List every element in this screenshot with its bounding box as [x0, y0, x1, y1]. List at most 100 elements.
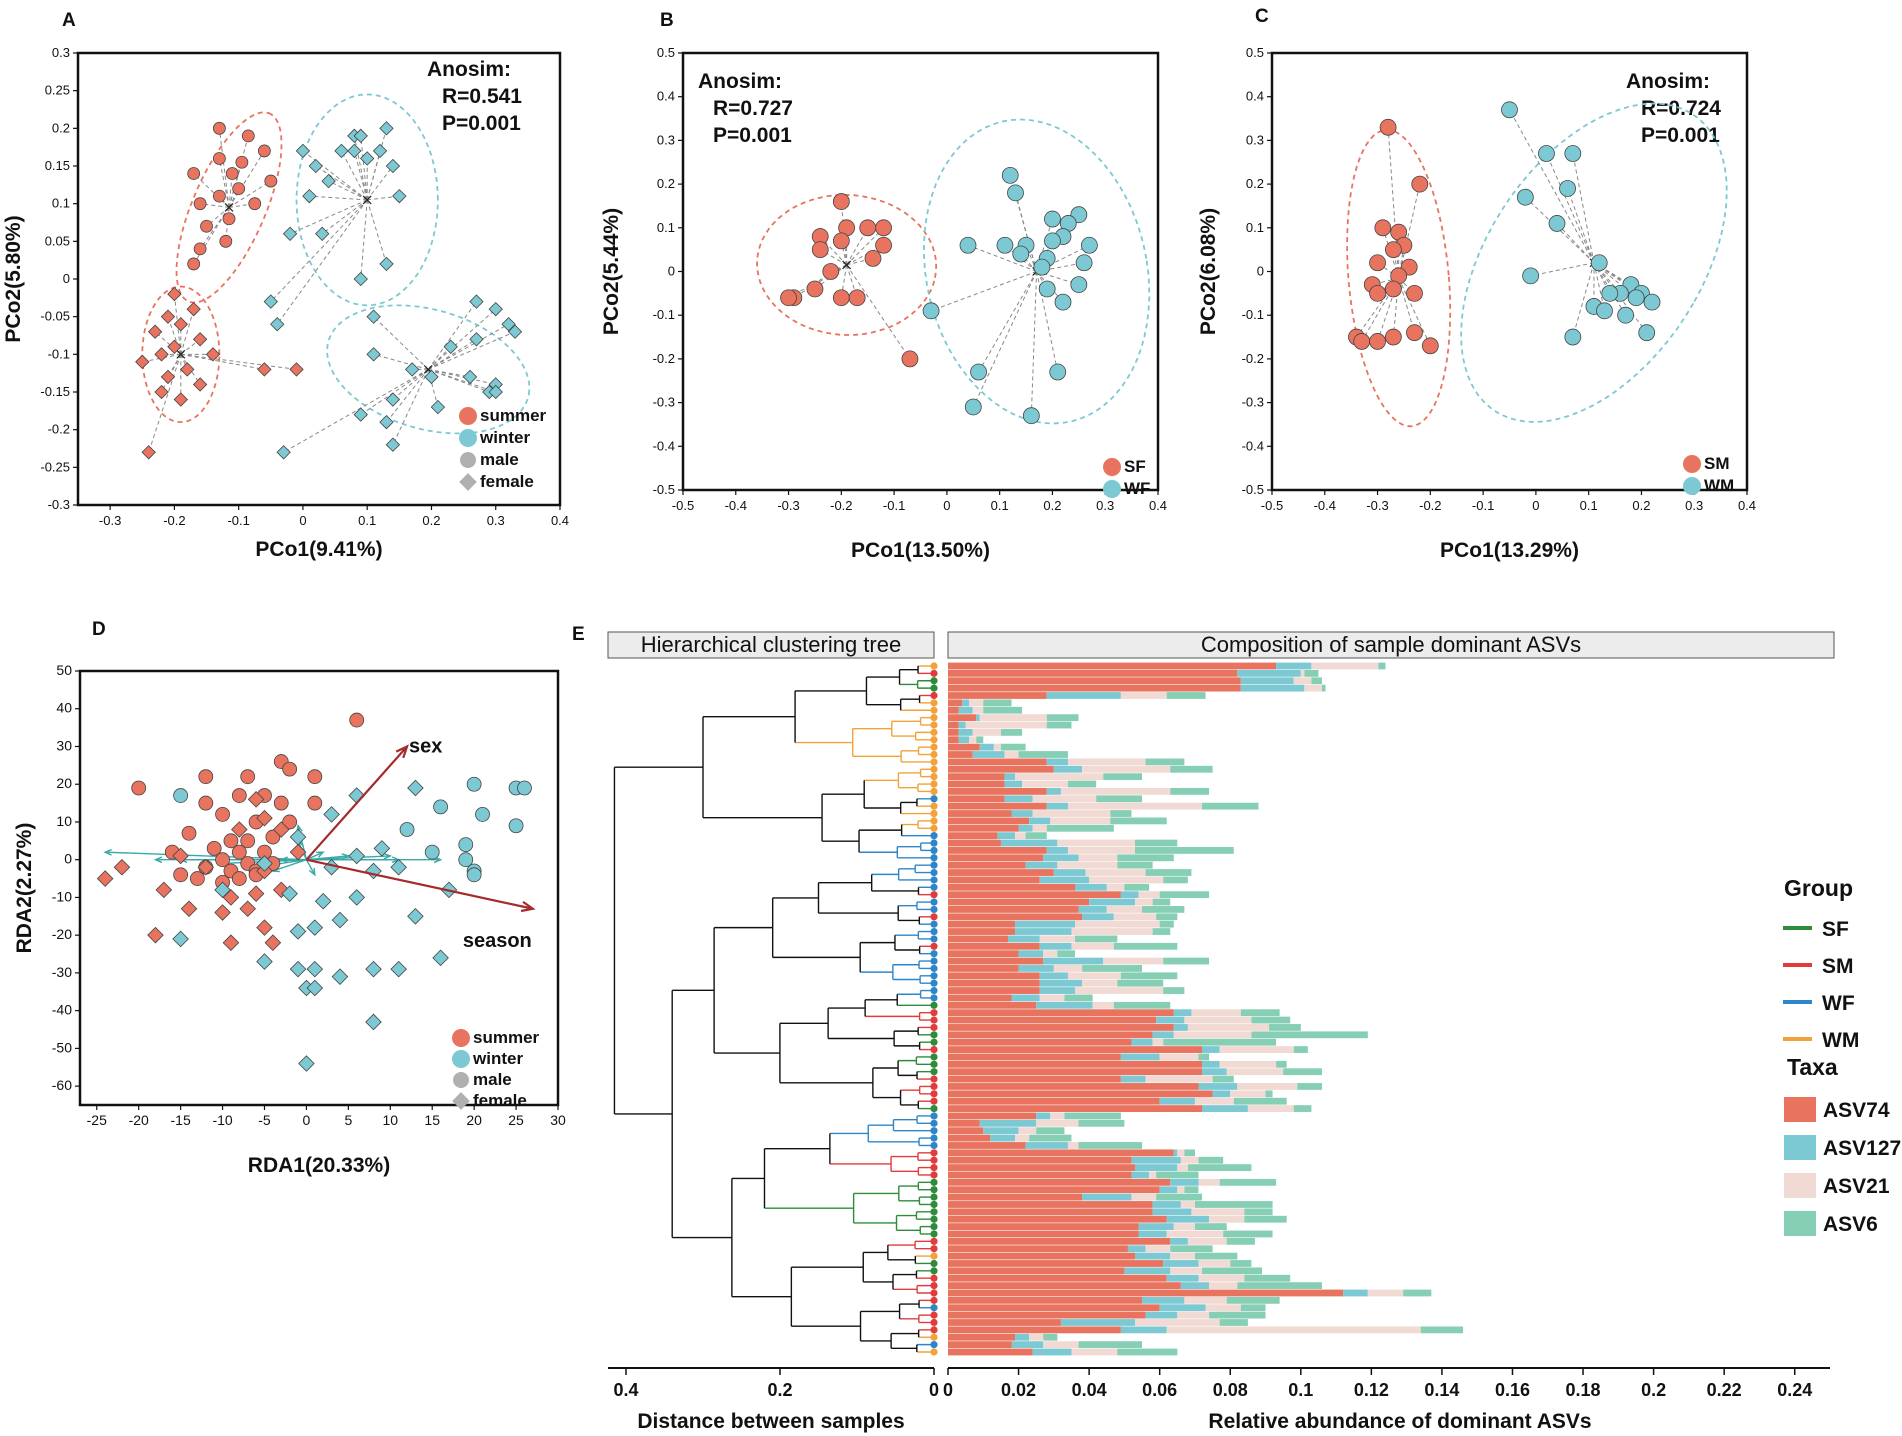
spider-line	[427, 338, 477, 370]
bar-segment-asv6	[1152, 928, 1171, 935]
y-tick-label: 0.1	[657, 220, 675, 235]
y-tick-label: -20	[52, 926, 72, 942]
sample-group-dot	[930, 1171, 938, 1179]
bar-segment-asv6	[1134, 839, 1178, 847]
data-point	[466, 867, 482, 883]
bar-segment-asv21	[1078, 854, 1118, 862]
bar-segment-asv6	[1209, 1311, 1266, 1319]
sample-group-dot	[930, 1274, 938, 1282]
bar-segment-asv127	[1039, 876, 1090, 884]
environment-vector	[305, 745, 408, 861]
sample-group-dot	[930, 942, 938, 950]
legend-marker	[1103, 458, 1121, 476]
data-point	[1369, 254, 1386, 272]
sample-group-dot	[930, 1068, 938, 1076]
sample-group-dot	[930, 1341, 938, 1349]
bar-segment-asv127	[1053, 765, 1083, 773]
data-point	[222, 212, 236, 226]
anosim-annotation: P=0.001	[442, 112, 521, 135]
spider-line	[846, 227, 884, 266]
tree-title: Hierarchical clustering tree	[641, 632, 901, 657]
bar-segment-asv21	[1071, 928, 1153, 935]
bar-segment-asv21	[972, 728, 1001, 736]
bar-segment-asv74	[948, 906, 1079, 913]
data-point	[1501, 101, 1518, 119]
data-point	[347, 143, 362, 159]
spider-line	[428, 331, 516, 370]
spider-line	[1572, 153, 1595, 263]
bar-segment-asv21	[1159, 1053, 1199, 1061]
bar-segment-asv127	[1046, 787, 1061, 795]
bar-segment-asv74	[948, 1083, 1199, 1090]
x-tick-label: 0	[299, 513, 306, 528]
x-tick-label: 30	[550, 1112, 566, 1128]
bar-segment-asv74	[948, 1193, 1083, 1201]
data-point	[215, 852, 230, 868]
bar-segment-asv127	[983, 1127, 1019, 1135]
sample-group-dot	[930, 1245, 938, 1253]
data-point	[385, 392, 401, 407]
bar-segment-asv127	[1015, 920, 1076, 928]
bar-segment-asv74	[948, 787, 1047, 795]
spider-line	[180, 308, 195, 355]
bar-segment-asv127	[1131, 1171, 1150, 1179]
bar-segment-asv74	[948, 1142, 1026, 1149]
sample-group-dot	[930, 964, 938, 973]
bar-segment-asv6	[1043, 1333, 1058, 1341]
bar-segment-asv74	[948, 677, 1241, 685]
data-point	[379, 256, 394, 272]
sample-group-dot	[930, 1156, 938, 1164]
bar-segment-asv127	[1159, 1097, 1195, 1105]
bar-segment-asv6	[1265, 1090, 1273, 1098]
bar-segment-asv6	[1117, 861, 1153, 869]
bar-segment-asv21	[1247, 1105, 1294, 1112]
data-point	[205, 347, 221, 362]
data-point	[198, 795, 214, 811]
data-point	[256, 919, 273, 936]
data-point	[154, 347, 169, 362]
bar-segment-asv74	[948, 706, 959, 714]
data-point	[1033, 258, 1051, 276]
group-ellipse	[141, 285, 221, 424]
bar-segment-asv21	[1194, 1097, 1234, 1105]
data-point	[295, 143, 311, 159]
bar-segment-asv21	[1082, 765, 1171, 773]
data-point	[323, 806, 340, 823]
bar-segment-asv21	[1170, 1252, 1195, 1260]
x-axis-label: PCo1(13.29%)	[1440, 539, 1579, 562]
bar-segment-asv21	[965, 721, 1047, 729]
spider-line	[276, 199, 368, 325]
spider-line	[353, 150, 368, 201]
sample-group-dot	[930, 1031, 938, 1039]
sample-group-dot	[930, 1178, 938, 1186]
bar-segment-asv127	[1120, 891, 1139, 899]
x-tick-label: -0.2	[163, 513, 185, 528]
legend-marker	[460, 452, 476, 468]
data-point	[273, 795, 289, 811]
bar-segment-asv6	[1078, 1341, 1143, 1349]
data-point	[1001, 166, 1019, 184]
bar-segment-asv6	[1078, 1142, 1143, 1149]
data-point	[1038, 280, 1056, 298]
y-tick-label: -0.25	[40, 459, 70, 474]
bar-segment-asv21	[1177, 1149, 1185, 1157]
y-tick-label: 0.5	[1246, 45, 1264, 60]
bar-segment-asv6	[1096, 795, 1143, 803]
bar-segment-asv6	[1046, 714, 1079, 722]
sample-group-dot	[930, 898, 938, 906]
sample-group-dot	[930, 780, 938, 788]
bar-segment-asv21	[1219, 1046, 1294, 1053]
data-point	[348, 847, 366, 865]
bar-segment-asv6	[1120, 972, 1178, 980]
data-point	[353, 407, 368, 422]
bar-segment-asv21	[1085, 869, 1146, 876]
bar-segment-asv21	[1237, 1083, 1298, 1090]
data-point	[306, 919, 324, 936]
data-point	[167, 286, 182, 302]
bar-segment-asv74	[948, 1304, 1160, 1312]
bar-segment-asv74	[948, 1060, 1203, 1068]
bar-segment-asv74	[948, 1156, 1132, 1164]
data-point	[488, 301, 503, 317]
data-point	[289, 362, 304, 377]
data-point	[181, 825, 197, 841]
